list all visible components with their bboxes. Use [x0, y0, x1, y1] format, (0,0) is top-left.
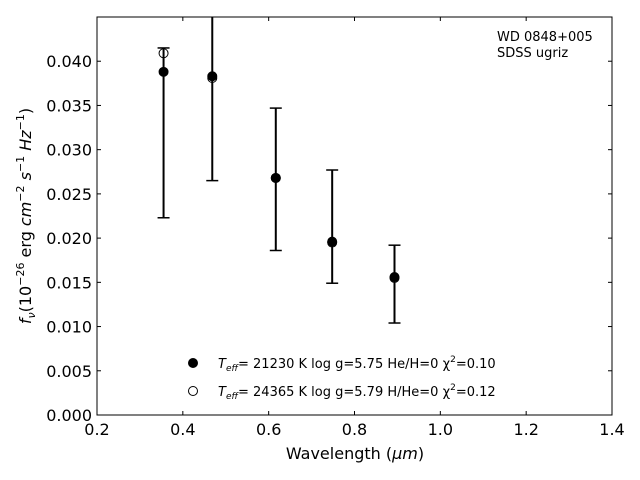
- y-tick-label: 0.005: [46, 362, 92, 381]
- legend-marker-open: [188, 386, 198, 396]
- data-point-open: [389, 272, 400, 283]
- y-tick-label: 0.000: [46, 406, 92, 425]
- y-tick-label: 0.020: [46, 229, 92, 248]
- y-tick-label: 0.035: [46, 96, 92, 115]
- x-tick-label: 1.4: [599, 420, 624, 439]
- y-tick-label: 0.030: [46, 141, 92, 160]
- data-point-open: [327, 237, 338, 248]
- y-tick-label: 0.010: [46, 318, 92, 337]
- legend-entry-1: Teff= 21230 K log g=5.75 He/H=0 χ2=0.10: [218, 355, 496, 374]
- annotation-line1: WD 0848+005: [497, 30, 593, 45]
- y-tick-label: 0.025: [46, 185, 92, 204]
- error-bars: [157, 17, 401, 324]
- data-point-open: [207, 73, 218, 84]
- x-tick-label: 1.0: [428, 420, 453, 439]
- data-point-open: [158, 48, 169, 59]
- x-tick-label: 0.6: [256, 420, 281, 439]
- legend: Teff= 21230 K log g=5.75 He/H=0 χ2=0.10 …: [188, 355, 496, 402]
- data-point-open: [270, 172, 281, 183]
- y-tick-label: 0.040: [46, 52, 92, 71]
- x-tick-label: 0.8: [342, 420, 367, 439]
- x-tick-label: 0.4: [170, 420, 195, 439]
- legend-entry-2: Teff= 24365 K log g=5.79 H/He=0 χ2=0.12: [218, 383, 496, 402]
- x-tick-label: 1.2: [513, 420, 538, 439]
- y-axis-label: fν(10−26 erg cm−2 s−1 Hz−1): [14, 108, 38, 324]
- x-axis-label: Wavelength (μm): [286, 444, 424, 463]
- data-points: [158, 48, 400, 283]
- x-tick-label: 0.2: [84, 420, 109, 439]
- annotation-line2: SDSS ugriz: [497, 46, 568, 61]
- data-point-filled: [158, 66, 169, 77]
- legend-marker-filled: [188, 358, 198, 368]
- y-tick-label: 0.015: [46, 273, 92, 292]
- axis-ticks: 0.2 0.4 0.6 0.8 1.0 1.2 1.4 0.000 0.005 0.010 0.01…: [46, 17, 625, 439]
- plot-frame: [96, 16, 613, 416]
